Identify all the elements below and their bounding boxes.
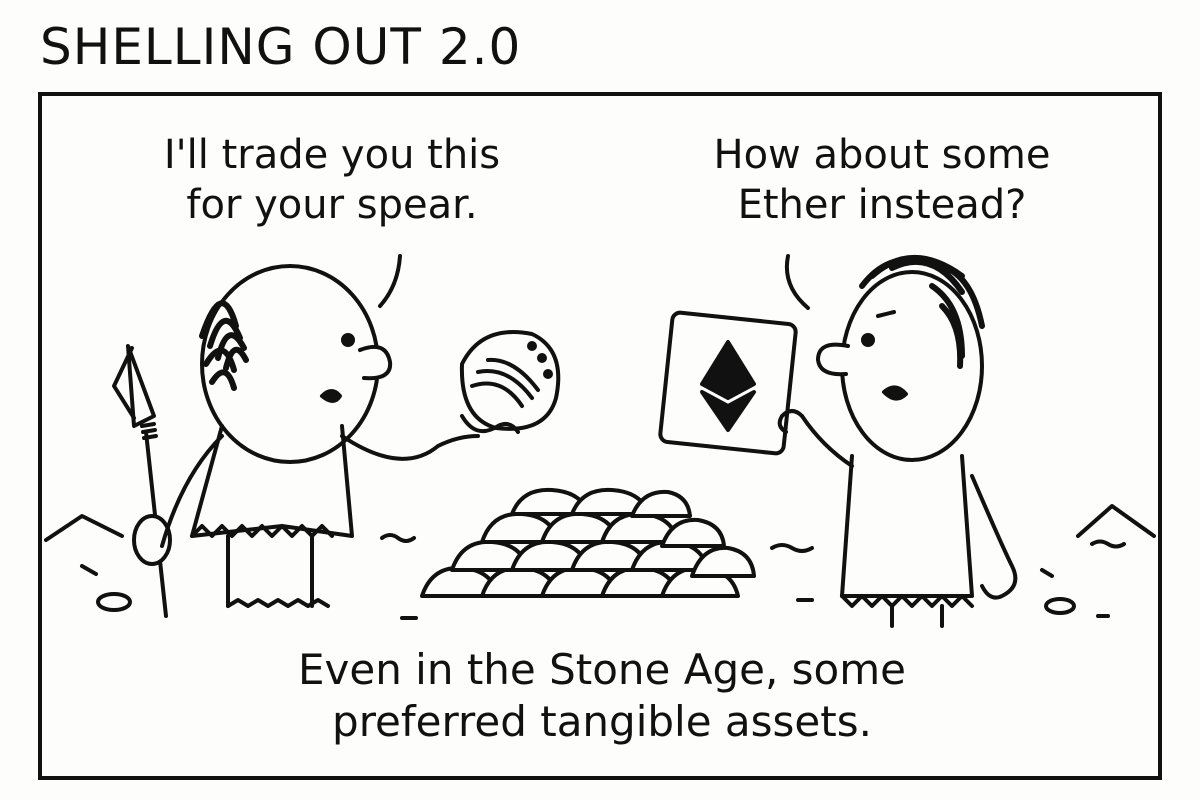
spear-icon xyxy=(112,344,172,618)
left-caveman xyxy=(160,264,480,608)
comic-title: SHELLING OUT 2.0 xyxy=(40,18,522,76)
comic-caption: Even in the Stone Age, some preferred ta… xyxy=(182,644,1022,748)
speech-left-line-1: I'll trade you this xyxy=(163,132,501,178)
speech-tail-left xyxy=(378,254,402,308)
ground-lines xyxy=(44,504,1156,620)
speech-bubble-right: How about some Ether instead? xyxy=(642,130,1122,230)
speech-right-line-2: Ether instead? xyxy=(737,182,1027,228)
speech-tail-right xyxy=(785,254,810,310)
right-caveman xyxy=(777,255,1018,628)
caption-line-1: Even in the Stone Age, some xyxy=(297,645,906,694)
speech-left-line-2: for your spear. xyxy=(186,182,478,228)
speech-bubble-left: I'll trade you this for your spear. xyxy=(82,130,582,230)
speech-right-line-1: How about some xyxy=(713,132,1051,178)
comic-panel: I'll trade you this for your spear. How … xyxy=(38,92,1162,780)
comic-artwork xyxy=(44,254,1156,628)
stone-pile-icon xyxy=(420,487,756,598)
shell-icon xyxy=(459,330,561,434)
caption-line-2: preferred tangible assets. xyxy=(332,697,872,746)
ether-card-icon xyxy=(658,310,798,456)
